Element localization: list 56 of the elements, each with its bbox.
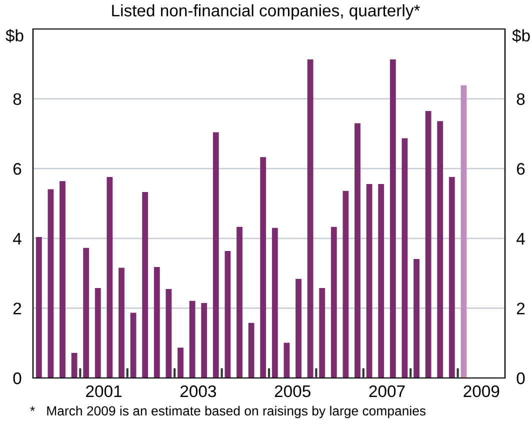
y2-axis-title: $b bbox=[512, 28, 530, 42]
bar bbox=[260, 157, 266, 378]
y2-tick-label: 4 bbox=[516, 232, 525, 244]
bar bbox=[390, 59, 396, 378]
y-axis-title: $b bbox=[6, 28, 24, 42]
bar bbox=[142, 192, 148, 378]
bar bbox=[118, 268, 124, 378]
y2-tick-label: 0 bbox=[516, 372, 525, 384]
y-tick-label: 6 bbox=[13, 163, 22, 175]
bar bbox=[319, 288, 326, 378]
bar bbox=[378, 184, 384, 378]
bar bbox=[224, 250, 231, 378]
bar bbox=[296, 278, 302, 378]
bar bbox=[284, 342, 290, 378]
bar bbox=[83, 248, 90, 378]
x-tick-label: 2007 bbox=[369, 385, 405, 398]
x-tick-label: 2003 bbox=[180, 385, 216, 398]
y-tick-label: 8 bbox=[13, 93, 22, 106]
bar bbox=[437, 121, 444, 378]
bar bbox=[154, 267, 160, 378]
bar bbox=[130, 312, 136, 378]
y-tick-label: 0 bbox=[13, 372, 22, 384]
bar bbox=[166, 289, 172, 378]
y-tick-label: 2 bbox=[13, 302, 22, 314]
bar bbox=[414, 258, 420, 378]
bar bbox=[48, 189, 54, 378]
bar bbox=[272, 228, 278, 378]
bar bbox=[106, 176, 113, 378]
bar bbox=[36, 237, 42, 378]
y2-tick-label: 2 bbox=[516, 302, 525, 314]
bar bbox=[402, 138, 408, 378]
bar bbox=[342, 190, 349, 378]
y-tick-label: 4 bbox=[13, 232, 22, 244]
bar bbox=[189, 300, 196, 378]
y2-tick-label: 6 bbox=[516, 163, 525, 175]
bar bbox=[94, 288, 101, 378]
bar bbox=[212, 132, 219, 378]
bar bbox=[71, 352, 78, 378]
bar bbox=[201, 302, 208, 378]
bar bbox=[178, 348, 184, 378]
text: * March 2009 is an estimate based on raisings by large companies bbox=[30, 406, 426, 418]
x-tick-label: 2005 bbox=[274, 385, 310, 398]
bar bbox=[248, 322, 254, 378]
bar bbox=[354, 123, 360, 378]
x-tick-label: 2001 bbox=[86, 385, 122, 398]
x-tick-label: 2009 bbox=[464, 385, 500, 398]
bar bbox=[330, 226, 337, 378]
bar bbox=[236, 226, 242, 378]
bar bbox=[425, 111, 432, 378]
bar bbox=[366, 184, 372, 378]
bar bbox=[307, 59, 314, 378]
bar bbox=[60, 181, 66, 378]
chart-title: Listed non-financial companies, quarterly* bbox=[112, 4, 420, 20]
bar bbox=[460, 85, 467, 378]
y2-tick-label: 8 bbox=[516, 93, 525, 106]
bar bbox=[448, 176, 455, 378]
